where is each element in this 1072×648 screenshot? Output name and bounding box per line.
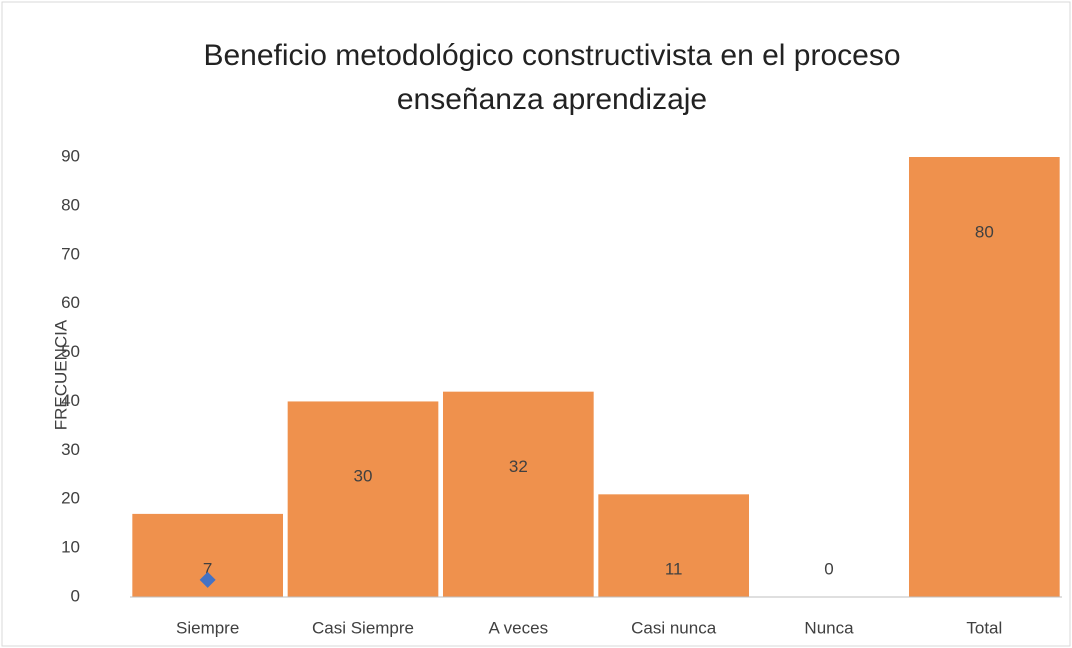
data-label: 0 xyxy=(824,560,833,579)
y-tick-label: 80 xyxy=(61,195,80,214)
y-tick-label: 90 xyxy=(61,146,80,165)
y-tick-label: 70 xyxy=(61,244,80,263)
x-tick-label: A veces xyxy=(489,618,549,637)
bar xyxy=(442,391,594,597)
x-tick-label: Casi Siempre xyxy=(312,618,414,637)
x-tick-label: Nunca xyxy=(804,618,854,637)
y-tick-label: 50 xyxy=(61,342,80,361)
bar xyxy=(287,401,439,597)
y-tick-label: 20 xyxy=(61,489,80,508)
marker xyxy=(199,571,216,588)
x-tick-label: Casi nunca xyxy=(631,618,717,637)
data-label: 11 xyxy=(665,560,683,579)
y-tick-label: 0 xyxy=(71,586,80,605)
data-label: 80 xyxy=(975,222,994,241)
y-axis-label: FRECUENCIA xyxy=(51,319,70,430)
y-tick-label: 60 xyxy=(61,293,80,312)
x-tick-label: Siempre xyxy=(176,618,239,637)
bar xyxy=(908,157,1060,597)
y-tick-label: 10 xyxy=(61,538,80,557)
data-label: 7 xyxy=(203,560,212,579)
x-tick-label: Total xyxy=(966,618,1002,637)
data-label: 30 xyxy=(354,467,373,486)
y-tick-label: 40 xyxy=(61,391,80,410)
bar xyxy=(598,494,750,597)
data-label: 32 xyxy=(509,457,528,476)
y-tick-label: 30 xyxy=(61,440,80,459)
chart-title: Beneficio metodológico constructivista e… xyxy=(203,39,900,116)
